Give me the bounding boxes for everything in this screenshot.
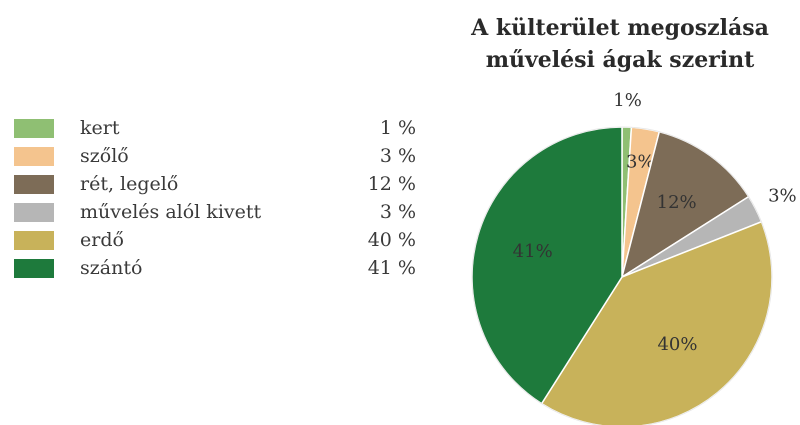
legend-item-kert: kert 1 %	[14, 116, 424, 140]
legend-item-erdo: erdő 40 %	[14, 228, 424, 252]
legend-item-muveles-alol-kivett: művelés alól kivett 3 %	[14, 200, 424, 224]
legend-item-szolo: szőlő 3 %	[14, 144, 424, 168]
chart-title-line-1: A külterület megoszlása	[471, 15, 769, 41]
legend-swatch	[14, 258, 54, 278]
legend-label: szőlő	[80, 145, 129, 167]
legend-label: erdő	[80, 229, 124, 251]
chart-title: A külterület megoszlása művelési ágak sz…	[440, 12, 800, 76]
slice-label-4: 40%	[657, 334, 697, 355]
legend-swatch	[14, 146, 54, 166]
chart-legend: kert 1 % szőlő 3 % rét, legelő 12 % műve…	[14, 116, 424, 284]
legend-swatch	[14, 230, 54, 250]
legend-swatch	[14, 174, 54, 194]
legend-label: kert	[80, 117, 120, 139]
legend-value: 3 %	[379, 201, 416, 223]
legend-label: rét, legelő	[80, 173, 179, 195]
slice-label-5: 41%	[513, 241, 553, 262]
legend-label: művelés alól kivett	[80, 201, 262, 223]
legend-label: szántó	[80, 257, 143, 279]
chart-title-line-2: művelési ágak szerint	[485, 47, 755, 73]
pie-outline	[471, 126, 773, 425]
slice-label-1: 3%	[626, 151, 655, 172]
legend-value: 1 %	[379, 117, 416, 139]
legend-swatch	[14, 118, 54, 138]
legend-value: 40 %	[367, 229, 416, 251]
legend-value: 3 %	[379, 145, 416, 167]
legend-value: 41 %	[367, 257, 416, 279]
slice-label-0: 1%	[613, 90, 642, 111]
slice-label-2: 12%	[657, 192, 697, 213]
slice-label-3: 3%	[768, 185, 797, 206]
legend-value: 12 %	[367, 173, 416, 195]
legend-item-ret-legelo: rét, legelő 12 %	[14, 172, 424, 196]
legend-item-szanto: szántó 41 %	[14, 256, 424, 280]
legend-swatch	[14, 202, 54, 222]
